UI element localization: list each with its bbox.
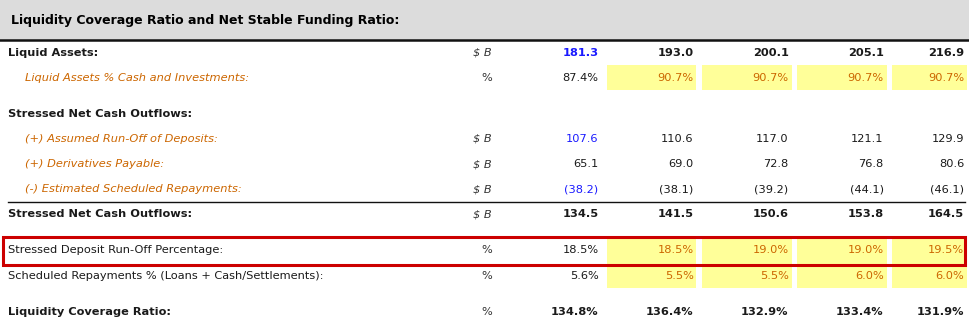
Text: (+) Derivatives Payable:: (+) Derivatives Payable: (25, 159, 164, 169)
Text: 136.4%: 136.4% (645, 307, 693, 317)
Text: 5.5%: 5.5% (759, 270, 788, 281)
Text: 141.5: 141.5 (657, 209, 693, 219)
Text: %: % (481, 270, 491, 281)
Text: 5.6%: 5.6% (569, 270, 598, 281)
Text: 76.8: 76.8 (858, 159, 883, 169)
Text: 153.8: 153.8 (847, 209, 883, 219)
Text: $ B: $ B (473, 48, 491, 58)
Bar (891, 238, 966, 263)
Text: (38.1): (38.1) (659, 184, 693, 194)
Text: %: % (481, 72, 491, 83)
Bar (797, 263, 886, 288)
Text: 205.1: 205.1 (847, 48, 883, 58)
Text: Scheduled Repayments % (Loans + Cash/Settlements):: Scheduled Repayments % (Loans + Cash/Set… (8, 270, 323, 281)
Text: (46.1): (46.1) (929, 184, 963, 194)
Text: 80.6: 80.6 (938, 159, 963, 169)
Text: 19.0%: 19.0% (752, 246, 788, 256)
Bar (797, 65, 886, 90)
Text: 216.9: 216.9 (927, 48, 963, 58)
Text: $ B: $ B (473, 159, 491, 169)
Bar (891, 65, 966, 90)
Text: 117.0: 117.0 (755, 134, 788, 144)
Text: 164.5: 164.5 (927, 209, 963, 219)
Text: 107.6: 107.6 (565, 134, 598, 144)
Text: 18.5%: 18.5% (657, 246, 693, 256)
Text: 69.0: 69.0 (668, 159, 693, 169)
Bar (3, 237, 964, 265)
Bar (607, 65, 696, 90)
Text: (+) Assumed Run-Off of Deposits:: (+) Assumed Run-Off of Deposits: (25, 134, 218, 144)
Text: Stressed Net Cash Outflows:: Stressed Net Cash Outflows: (8, 209, 192, 219)
Bar (607, 263, 696, 288)
Text: 6.0%: 6.0% (854, 270, 883, 281)
Text: (44.1): (44.1) (849, 184, 883, 194)
Text: 5.5%: 5.5% (664, 270, 693, 281)
Text: 19.0%: 19.0% (847, 246, 883, 256)
Text: 90.7%: 90.7% (927, 72, 963, 83)
Text: 133.4%: 133.4% (835, 307, 883, 317)
Text: Liquid Assets % Cash and Investments:: Liquid Assets % Cash and Investments: (25, 72, 249, 83)
Text: 72.8: 72.8 (763, 159, 788, 169)
Text: 87.4%: 87.4% (562, 72, 598, 83)
Text: $ B: $ B (473, 184, 491, 194)
Text: (39.2): (39.2) (754, 184, 788, 194)
Text: 150.6: 150.6 (752, 209, 788, 219)
Text: Stressed Net Cash Outflows:: Stressed Net Cash Outflows: (8, 109, 192, 119)
Text: Stressed Deposit Run-Off Percentage:: Stressed Deposit Run-Off Percentage: (8, 246, 223, 256)
Text: 181.3: 181.3 (562, 48, 598, 58)
Text: 193.0: 193.0 (657, 48, 693, 58)
Text: Liquid Assets:: Liquid Assets: (8, 48, 98, 58)
Text: (-) Estimated Scheduled Repayments:: (-) Estimated Scheduled Repayments: (25, 184, 241, 194)
Text: $ B: $ B (473, 209, 491, 219)
Text: 65.1: 65.1 (573, 159, 598, 169)
Text: 134.8%: 134.8% (550, 307, 598, 317)
Text: 132.9%: 132.9% (740, 307, 788, 317)
Text: 121.1: 121.1 (850, 134, 883, 144)
Bar (702, 65, 791, 90)
Text: 129.9: 129.9 (930, 134, 963, 144)
Bar (702, 238, 791, 263)
Text: Liquidity Coverage Ratio:: Liquidity Coverage Ratio: (8, 307, 171, 317)
Text: $ B: $ B (473, 134, 491, 144)
Text: 90.7%: 90.7% (752, 72, 788, 83)
Text: 200.1: 200.1 (752, 48, 788, 58)
Text: 90.7%: 90.7% (657, 72, 693, 83)
Text: 110.6: 110.6 (660, 134, 693, 144)
Text: (38.2): (38.2) (564, 184, 598, 194)
Text: 134.5: 134.5 (562, 209, 598, 219)
Bar (0, 0, 969, 40)
Text: 131.9%: 131.9% (916, 307, 963, 317)
Text: 90.7%: 90.7% (847, 72, 883, 83)
Bar (607, 238, 696, 263)
Bar (797, 238, 886, 263)
Text: Liquidity Coverage Ratio and Net Stable Funding Ratio:: Liquidity Coverage Ratio and Net Stable … (11, 14, 398, 27)
Text: 6.0%: 6.0% (934, 270, 963, 281)
Bar (702, 263, 791, 288)
Text: %: % (481, 246, 491, 256)
Text: 18.5%: 18.5% (562, 246, 598, 256)
Text: %: % (481, 307, 491, 317)
Text: 19.5%: 19.5% (927, 246, 963, 256)
Bar (891, 263, 966, 288)
